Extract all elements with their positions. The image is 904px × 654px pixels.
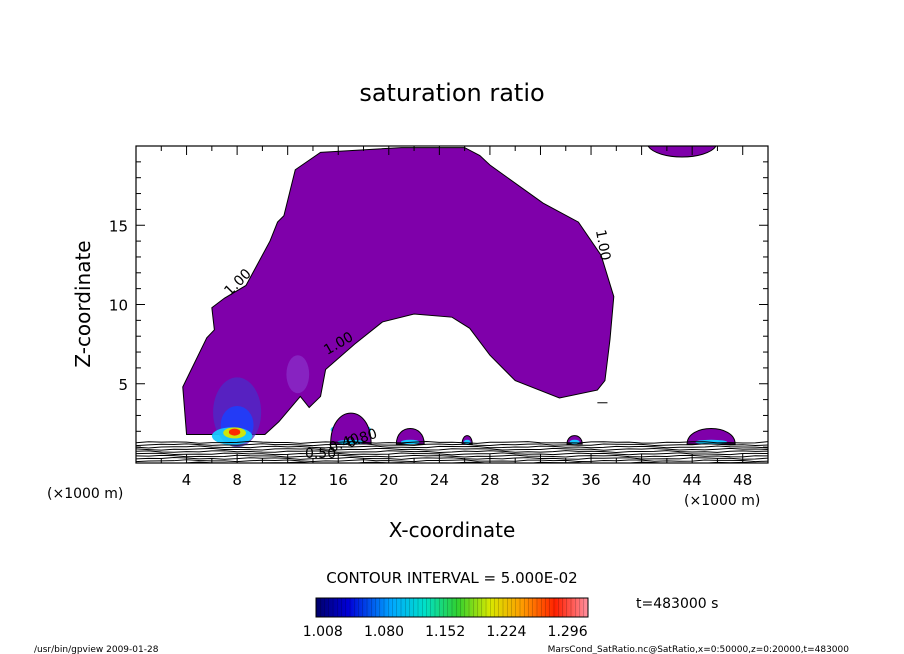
moist-bulges [330, 412, 736, 445]
x-axis-label: X-coordinate [389, 518, 516, 542]
axis-ticks [136, 146, 769, 463]
contour-interval: CONTOUR INTERVAL = 5.000E-02 [326, 569, 577, 587]
y-tick-labels: 5 10 15 [109, 217, 128, 394]
x-tick-label: 8 [232, 471, 242, 489]
x-tick-label: 20 [379, 471, 398, 489]
footer-right: MarsCond_SatRatio.nc@SatRatio,x=0:50000,… [548, 645, 850, 654]
small-saturated-region [647, 146, 717, 158]
surface-contour-line [136, 445, 768, 449]
x-unit-right: (×1000 m) [684, 493, 760, 509]
shading-patch [228, 428, 241, 436]
chart-title: saturation ratio [359, 79, 544, 107]
shading-patch [286, 355, 310, 394]
surface-contour-line [136, 450, 768, 454]
surface-contour-line [136, 440, 768, 444]
y-tick-label: 15 [109, 217, 128, 235]
x-tick-label: 4 [182, 471, 192, 489]
x-unit-left: (×1000 m) [47, 486, 123, 502]
moist-bulge [330, 412, 372, 445]
footer-left: /usr/bin/gpview 2009-01-28 [34, 645, 159, 654]
y-axis-label: Z-coordinate [71, 240, 95, 367]
x-tick-label: 12 [278, 471, 297, 489]
surface-contour-line [136, 443, 768, 447]
contour-label: 1.00 [592, 228, 613, 261]
x-tick-labels: 4 8 12 16 20 24 28 32 36 40 44 48 [182, 471, 752, 489]
bulge-core [569, 439, 580, 445]
surface-contour-lines [136, 440, 768, 463]
colorbar-tick-label: 1.152 [425, 624, 465, 640]
colorbar-tick-label: 1.080 [364, 624, 404, 640]
surface-contour-line [136, 456, 768, 460]
colorbar-tick-label: 1.224 [486, 624, 526, 640]
colorbar-tick-label: 1.296 [548, 624, 588, 640]
y-tick-label: 10 [109, 297, 128, 315]
x-tick-label: 44 [683, 471, 702, 489]
x-tick-label: 24 [430, 471, 449, 489]
x-tick-label: 40 [632, 471, 651, 489]
colorbar-labels: 1.008 1.080 1.152 1.224 1.296 [303, 624, 588, 640]
y-tick-label: 5 [118, 376, 128, 394]
bulge-core [463, 439, 471, 445]
x-tick-label: 28 [480, 471, 499, 489]
plot-area: 1.001.001.000.500.400.80 [136, 146, 768, 463]
x-tick-label: 48 [733, 471, 752, 489]
x-tick-label: 36 [581, 471, 600, 489]
surface-contour-line [136, 447, 768, 451]
x-tick-label: 32 [531, 471, 550, 489]
colorbar-tick-label: 1.008 [303, 624, 343, 640]
time-label: t=483000 s [636, 596, 718, 612]
colorbar-bands [320, 598, 584, 617]
moist-bulge [395, 428, 425, 445]
surface-contour-line [136, 459, 768, 463]
surface-contour-line [136, 452, 768, 456]
x-tick-label: 16 [329, 471, 348, 489]
colorbar [315, 597, 589, 618]
surface-contour-line [136, 454, 768, 458]
